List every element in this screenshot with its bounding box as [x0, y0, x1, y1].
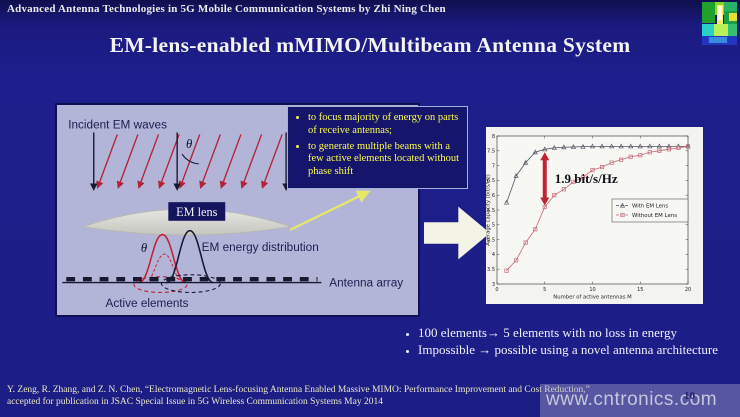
svg-text:Average capacity (bit/s/Hz): Average capacity (bit/s/Hz) [486, 174, 492, 246]
svg-text:5: 5 [543, 287, 546, 293]
svg-text:8: 8 [492, 134, 495, 140]
takeaway-bullet: Impossible → possible using a novel ante… [418, 341, 740, 358]
callout-bullet-list: to focus majority of energy on parts of … [308, 112, 463, 179]
svg-text:Without EM Lens: Without EM Lens [632, 213, 677, 219]
capacity-chart-svg: 0 5 10 15 20 3 3.5 4 4.5 5 5.5 6 6.5 7 7.5 8 With EM Len… [486, 134, 691, 301]
svg-text:4.5: 4.5 [487, 237, 495, 243]
svg-text:6: 6 [492, 193, 495, 199]
callout-bullet: to focus majority of energy on parts of … [308, 112, 463, 138]
capacity-gap-arrow [540, 152, 550, 206]
citation-line-2: accepted for publication in JSAC Special… [7, 397, 383, 408]
page-number: 10 [684, 390, 695, 402]
right-block-arrow-icon [424, 206, 490, 260]
incident-wave-arrows [89, 132, 290, 191]
simulation-colormap-logo [702, 2, 737, 45]
callout-box: to focus majority of energy on parts of … [287, 106, 468, 189]
takeaways: 100 elements→ 5 elements with no loss in… [398, 324, 740, 358]
em-lens-label-box [168, 202, 226, 221]
slide-title: EM-lens-enabled mMIMO/Multibeam Antenna … [109, 33, 631, 57]
slide-header: Advanced Antenna Technologies in 5G Mobi… [7, 3, 446, 15]
svg-text:6.5: 6.5 [487, 178, 495, 184]
capacity-chart: 0 5 10 15 20 3 3.5 4 4.5 5 5.5 6 6.5 7 7.5 8 With EM Len… [486, 127, 703, 304]
svg-text:5: 5 [492, 223, 495, 229]
svg-text:5.5: 5.5 [487, 208, 495, 214]
svg-text:10: 10 [589, 287, 595, 293]
svg-text:Number of active antennas M: Number of active antennas M [553, 295, 632, 301]
red-beam-curve-dashed [144, 253, 184, 284]
theta-angle-symbol: θ [186, 137, 192, 151]
theta-curve-symbol: θ [141, 241, 147, 255]
takeaway-bullet: 100 elements→ 5 elements with no loss in… [418, 324, 740, 341]
svg-text:3: 3 [492, 282, 495, 288]
active-elements-label: Active elements [106, 297, 189, 310]
callout-bullet: to generate multiple beams with a few ac… [308, 141, 463, 179]
dark-beam-curve [166, 229, 214, 284]
energy-distribution-label: EM energy distribution [202, 241, 319, 254]
theta-arc [181, 153, 199, 165]
chart-legend: With EM Lens Without EM Lens [611, 198, 689, 223]
red-beam-curve [138, 233, 187, 284]
citation-footer: Y. Zeng, R. Zhang, and Z. N. Chen, “Elec… [7, 384, 637, 409]
svg-text:7: 7 [492, 163, 495, 169]
em-lens-label: EM lens [176, 205, 217, 219]
svg-text:3.5: 3.5 [487, 267, 495, 273]
antenna-array-label: Antenna array [329, 277, 403, 290]
citation-line-1: Y. Zeng, R. Zhang, and Z. N. Chen, “Elec… [7, 385, 590, 395]
svg-text:20: 20 [685, 287, 691, 293]
red-footprint-ellipse [133, 276, 188, 293]
svg-text:With EM Lens: With EM Lens [632, 204, 668, 210]
svg-text:7.5: 7.5 [487, 149, 495, 155]
svg-text:0: 0 [495, 287, 498, 293]
dark-footprint-ellipse [160, 274, 221, 293]
svg-text:15: 15 [637, 287, 643, 293]
capacity-gap-label: 1.9 bit/s/Hz [555, 171, 618, 186]
watermark-band: www.cntronics.com 10 [540, 384, 740, 417]
watermark-text: www.cntronics.com [546, 389, 718, 410]
svg-text:4: 4 [492, 252, 495, 258]
incident-waves-label: Incident EM waves [68, 119, 167, 132]
